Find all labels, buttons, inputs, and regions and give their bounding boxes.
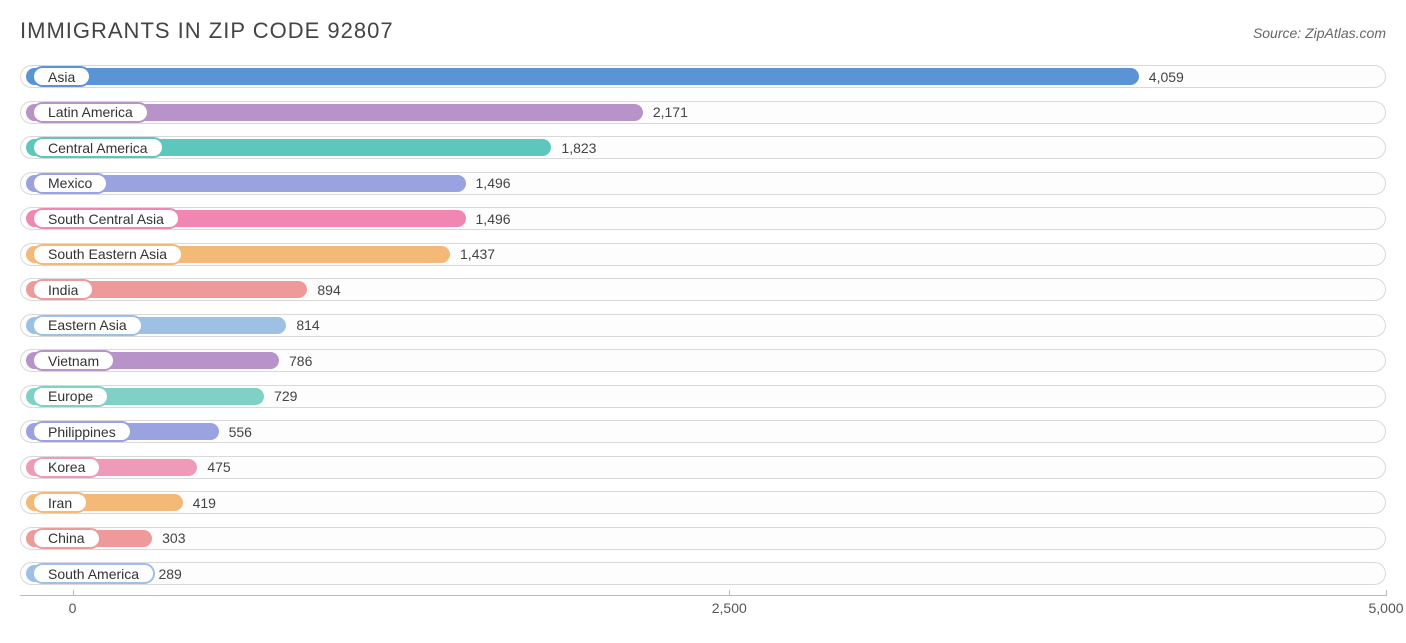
bar-label-pill: Central America	[32, 137, 164, 158]
bar-row: Philippines 556	[20, 417, 1386, 446]
bar-row: Central America 1,823	[20, 133, 1386, 162]
bar-label-pill: Eastern Asia	[32, 315, 143, 336]
bar-value-label: 475	[197, 453, 230, 482]
bar-value-label: 814	[286, 311, 319, 340]
bar-row: Iran 419	[20, 488, 1386, 517]
axis-tick-label: 0	[69, 600, 77, 616]
bar-row: India 894	[20, 275, 1386, 304]
bar-value-label: 729	[264, 382, 297, 411]
axis-tick	[73, 590, 74, 596]
bar-label-pill: South Central Asia	[32, 208, 180, 229]
bar-value-label: 4,059	[1139, 62, 1184, 91]
bar-row: South Eastern Asia 1,437	[20, 240, 1386, 269]
bar-label-pill: South Eastern Asia	[32, 244, 183, 265]
axis-tick-label: 2,500	[712, 600, 747, 616]
chart-area: Asia 4,059 Latin America 2,171 Central Ameri…	[20, 62, 1386, 625]
bar-value-label: 556	[219, 417, 252, 446]
bar-row: South Central Asia 1,496	[20, 204, 1386, 233]
bar-value-label: 1,496	[466, 204, 511, 233]
bar-label-pill: Asia	[32, 66, 91, 87]
bar-value-label: 289	[148, 559, 181, 588]
bar-label-pill: India	[32, 279, 94, 300]
x-axis: 02,5005,000	[20, 595, 1386, 625]
bar-row: Asia 4,059	[20, 62, 1386, 91]
bar-label-pill: Philippines	[32, 421, 132, 442]
bar-track	[20, 491, 1386, 514]
bar-label-pill: Mexico	[32, 173, 108, 194]
bar-row: Eastern Asia 814	[20, 311, 1386, 340]
bar-label-pill: Latin America	[32, 102, 149, 123]
chart-title: IMMIGRANTS IN ZIP CODE 92807	[20, 18, 394, 44]
bar-label-pill: Vietnam	[32, 350, 115, 371]
bar-row: China 303	[20, 524, 1386, 553]
bar-value-label: 786	[279, 346, 312, 375]
axis-tick-label: 5,000	[1368, 600, 1403, 616]
bar-value-label: 1,437	[450, 240, 495, 269]
bar-label-pill: Europe	[32, 386, 109, 407]
axis-tick	[729, 590, 730, 596]
bar-track	[20, 562, 1386, 585]
chart-header: IMMIGRANTS IN ZIP CODE 92807 Source: Zip…	[20, 18, 1386, 44]
chart-source: Source: ZipAtlas.com	[1253, 25, 1386, 41]
bar-row: Korea 475	[20, 453, 1386, 482]
bar-value-label: 419	[183, 488, 216, 517]
bar-label-pill: Korea	[32, 457, 101, 478]
bar-value-label: 894	[307, 275, 340, 304]
bar-row: Vietnam 786	[20, 346, 1386, 375]
bar-row: South America289	[20, 559, 1386, 588]
bar-track	[20, 527, 1386, 550]
bar-value-label: 303	[152, 524, 185, 553]
bar-value-label: 1,496	[466, 169, 511, 198]
bar-row: Europe 729	[20, 382, 1386, 411]
bar-row: Mexico 1,496	[20, 169, 1386, 198]
axis-tick	[1386, 590, 1387, 596]
bar-fill	[26, 68, 1139, 85]
bar-value-label: 2,171	[643, 98, 688, 127]
bar-row: Latin America 2,171	[20, 98, 1386, 127]
bar-value-label: 1,823	[551, 133, 596, 162]
bar-label-pill: Iran	[32, 492, 88, 513]
bar-label-pill: China	[32, 528, 101, 549]
bar-label-pill: South America	[32, 563, 155, 584]
